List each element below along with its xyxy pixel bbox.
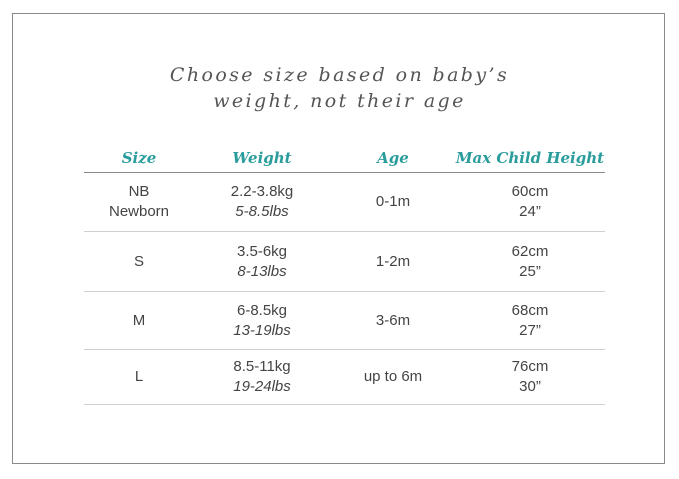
header-age: Age — [377, 149, 409, 167]
age-cell-age: 1-2m — [375, 252, 411, 270]
size-table: Size Weight Age Max Child Height NB Newbo… — [84, 146, 605, 405]
weight-cell: 6-8.5kg 13-19lbs — [233, 292, 291, 349]
age-cell: 1-2m — [376, 232, 410, 291]
weight-cell-kg: 2.2-3.8kg — [230, 183, 294, 200]
chart-title: Choose size based on baby’s weight, not … — [0, 62, 679, 114]
title-line-2: weight, not their age — [213, 90, 466, 112]
height-cell-inches: 24” — [519, 203, 541, 220]
age-cell: 0-1m — [376, 173, 410, 231]
height-cell: 60cm 24” — [512, 173, 549, 231]
size-cell-size-name: Newborn — [108, 203, 170, 220]
header-weight: Weight — [232, 149, 292, 167]
header-height: Max Child Height — [455, 149, 605, 167]
table-row: S 3.5-6kg 8-13lbs 1-2m 62cm 25” — [84, 232, 605, 292]
height-cell-cm: 76cm — [511, 358, 549, 375]
table-row: M 6-8.5kg 13-19lbs 3-6m 68cm 27” — [84, 292, 605, 350]
size-cell: L — [135, 350, 143, 404]
size-cell-size: M — [132, 311, 146, 329]
height-cell-cm: 60cm — [511, 183, 549, 200]
height-cell-cm: 68cm — [511, 301, 549, 319]
height-cell-cm: 62cm — [511, 242, 549, 260]
title-line-1: Choose size based on baby’s — [169, 64, 510, 86]
height-cell-inches: 30” — [519, 378, 541, 395]
size-cell-size: S — [133, 252, 145, 270]
age-cell: up to 6m — [364, 350, 422, 404]
weight-cell-kg: 3.5-6kg — [236, 242, 288, 260]
header-size: Size — [121, 149, 157, 167]
weight-cell-lbs: 13-19lbs — [233, 321, 291, 339]
weight-cell-kg: 6-8.5kg — [236, 301, 288, 319]
weight-cell: 3.5-6kg 8-13lbs — [237, 232, 287, 291]
age-cell-age: up to 6m — [363, 368, 423, 385]
size-cell-size: L — [134, 368, 144, 385]
age-cell-age: 3-6m — [375, 311, 411, 329]
height-cell-inches: 27” — [519, 321, 541, 339]
size-cell: M — [133, 292, 146, 349]
weight-cell-kg: 8.5-11kg — [233, 358, 291, 375]
weight-cell-lbs: 8-13lbs — [237, 262, 287, 280]
height-cell: 62cm 25” — [512, 232, 549, 291]
table-header: Size Weight Age Max Child Height — [84, 146, 605, 173]
size-chart-frame — [12, 13, 665, 464]
weight-cell-lbs: 5-8.5lbs — [235, 203, 289, 220]
age-cell-age: 0-1m — [375, 193, 411, 210]
weight-cell: 8.5-11kg 19-24lbs — [233, 350, 291, 404]
weight-cell-lbs: 19-24lbs — [233, 378, 291, 395]
height-cell: 76cm 30” — [512, 350, 549, 404]
size-cell: S — [134, 232, 144, 291]
age-cell: 3-6m — [376, 292, 410, 349]
table-row: L 8.5-11kg 19-24lbs up to 6m 76cm 30” — [84, 350, 605, 405]
height-cell: 68cm 27” — [512, 292, 549, 349]
size-cell-size: NB — [128, 183, 150, 200]
height-cell-inches: 25” — [519, 262, 541, 280]
table-row: NB Newborn 2.2-3.8kg 5-8.5lbs 0-1m 60cm 24” — [84, 173, 605, 232]
size-cell: NB Newborn — [109, 173, 169, 231]
weight-cell: 2.2-3.8kg 5-8.5lbs — [231, 173, 294, 231]
